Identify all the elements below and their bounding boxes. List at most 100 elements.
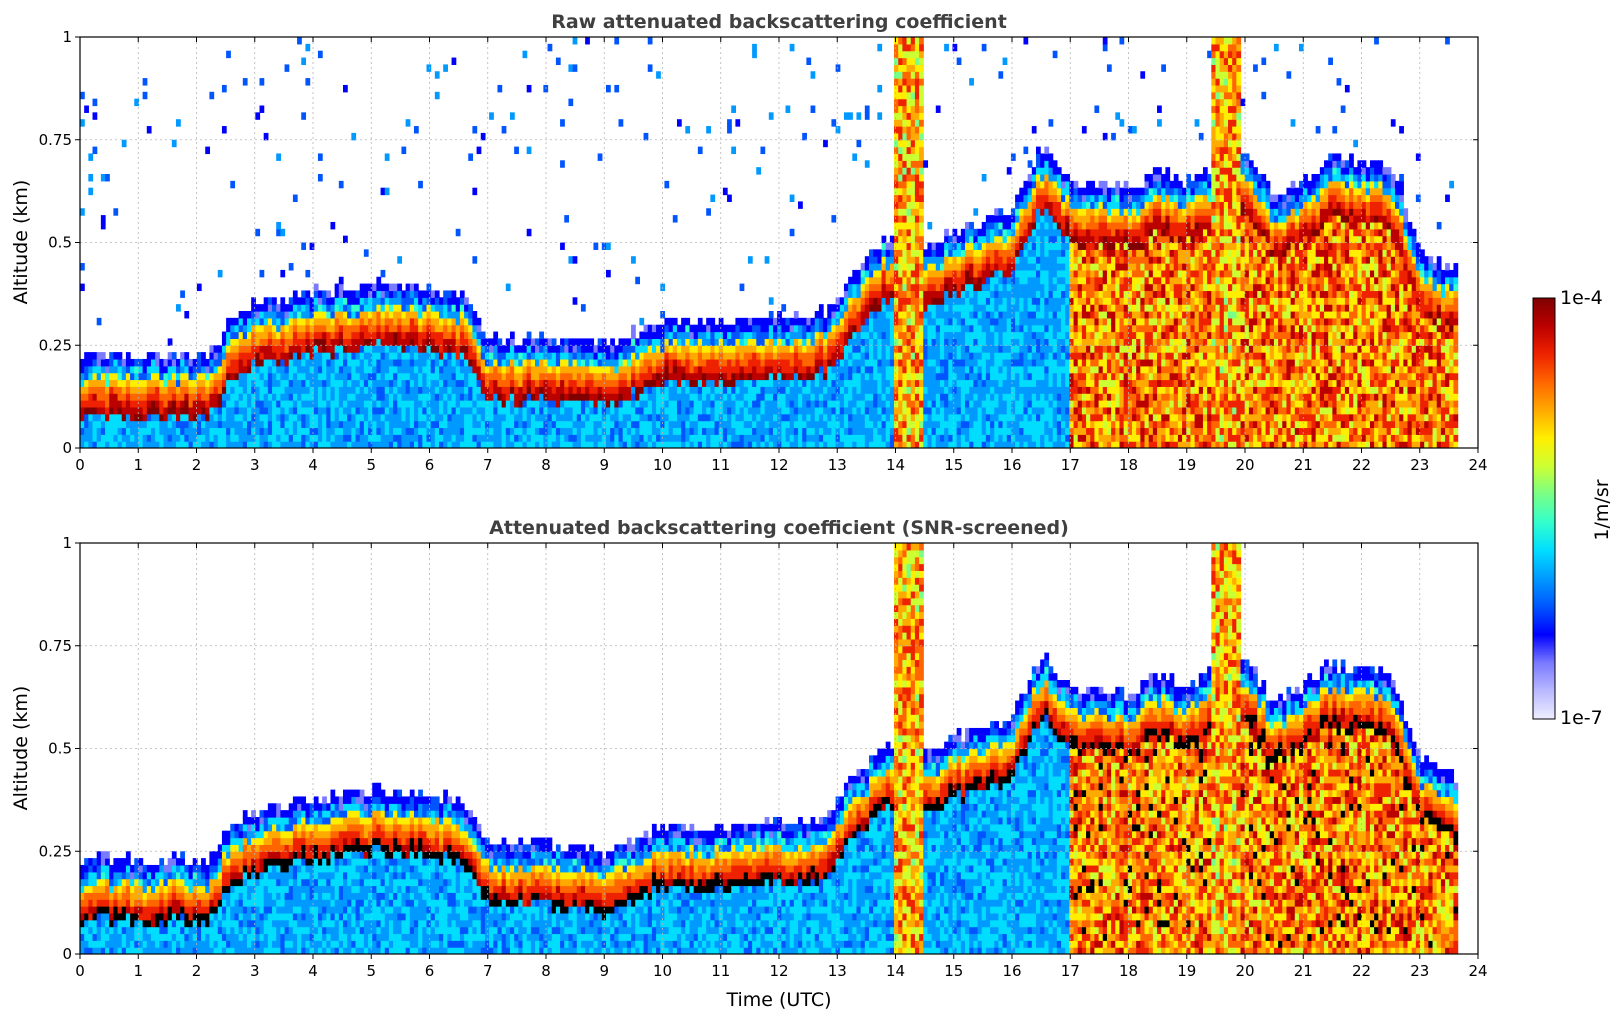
heatmap-cell [418, 434, 423, 442]
heatmap-cell [990, 365, 995, 374]
heatmap-cell [493, 400, 499, 408]
heatmap-cell [906, 174, 912, 182]
heatmap-cell [672, 324, 678, 333]
heatmap-cell [902, 84, 908, 93]
heatmap-cell [664, 393, 670, 401]
heatmap-cell [589, 434, 595, 442]
heatmap-cell [221, 400, 227, 408]
heatmap-cell [689, 406, 695, 415]
heatmap-cell [246, 441, 252, 448]
heatmap-cell [894, 167, 899, 175]
heatmap-cell [810, 386, 816, 394]
heatmap-cell [309, 345, 315, 353]
heatmap-cell [990, 324, 995, 333]
heatmap-cell [727, 331, 732, 339]
heatmap-cell [272, 413, 277, 422]
heatmap-cell [639, 393, 645, 401]
heatmap-cell [739, 413, 745, 422]
heatmap-cell [146, 406, 152, 415]
heatmap-cell [330, 331, 336, 339]
heatmap-cell [810, 427, 816, 435]
heatmap-cell [948, 235, 954, 244]
heatmap-cell [514, 345, 519, 353]
heatmap-cell [393, 317, 398, 326]
heatmap-cell [764, 256, 770, 264]
heatmap-cell [764, 434, 770, 442]
heatmap-cell [894, 43, 899, 52]
heatmap-cell [334, 352, 340, 360]
heatmap-cell [1006, 427, 1012, 435]
heatmap-cell [914, 132, 920, 141]
heatmap-cell [305, 311, 311, 319]
heatmap-cell [1006, 400, 1012, 408]
heatmap-cell [138, 386, 144, 394]
heatmap-cell [484, 434, 490, 442]
heatmap-cell [388, 324, 394, 333]
heatmap-cell [338, 372, 344, 381]
heatmap-cell [393, 338, 398, 346]
heatmap-cell [651, 358, 657, 367]
heatmap-cell [576, 427, 582, 435]
heatmap-cell [167, 441, 173, 448]
heatmap-cell [906, 112, 912, 120]
heatmap-cell [455, 304, 461, 312]
heatmap-cell [969, 434, 974, 442]
heatmap-cell [689, 372, 695, 381]
heatmap-cell [927, 434, 933, 442]
heatmap-cell [981, 441, 987, 448]
heatmap-cell [597, 413, 603, 422]
heatmap-cell [656, 420, 661, 429]
heatmap-cell [990, 304, 995, 312]
heatmap-cell [681, 386, 686, 394]
heatmap-cell [831, 324, 837, 333]
heatmap-cell [785, 441, 791, 448]
heatmap-cell [267, 358, 273, 367]
heatmap-cell [593, 413, 599, 422]
heatmap-cell [919, 167, 924, 175]
heatmap-cell [693, 393, 699, 401]
heatmap-cell [188, 386, 194, 394]
heatmap-cell [451, 311, 457, 319]
heatmap-cell [973, 338, 979, 346]
heatmap-cell [263, 338, 269, 346]
heatmap-cell [919, 98, 924, 107]
heatmap-cell [914, 352, 920, 360]
heatmap-cell [965, 372, 970, 381]
heatmap-cell [284, 311, 290, 319]
heatmap-cell [288, 427, 294, 435]
heatmap-cell [401, 400, 407, 408]
heatmap-cell [96, 413, 102, 422]
heatmap-cell [927, 386, 933, 394]
heatmap-cell [451, 441, 457, 448]
heatmap-cell [480, 345, 486, 353]
heatmap-cell [727, 324, 732, 333]
heatmap-cell [710, 434, 716, 442]
heatmap-cell [159, 413, 165, 422]
heatmap-cell [476, 352, 482, 360]
heatmap-cell [743, 338, 749, 346]
heatmap-cell [564, 379, 570, 387]
heatmap-cell [802, 427, 807, 435]
heatmap-cell [468, 379, 474, 387]
heatmap-cell [835, 324, 841, 333]
heatmap-cell [873, 352, 878, 360]
heatmap-cell [681, 317, 686, 326]
heatmap-cell [835, 400, 841, 408]
heatmap-cell [363, 317, 369, 326]
heatmap-cell [434, 386, 440, 394]
heatmap-cell [459, 338, 465, 346]
heatmap-cell [334, 365, 340, 374]
heatmap-cell [368, 434, 373, 442]
heatmap-cell [113, 400, 119, 408]
heatmap-cell [672, 413, 678, 422]
heatmap-cell [343, 406, 348, 415]
heatmap-cell [789, 317, 795, 326]
heatmap-cell [401, 441, 407, 448]
heatmap-cell [263, 352, 269, 360]
heatmap-cell [881, 297, 887, 305]
heatmap-cell [919, 37, 924, 45]
heatmap-cell [192, 413, 198, 422]
heatmap-cell [618, 372, 624, 381]
heatmap-cell [998, 283, 1004, 292]
heatmap-cell [418, 406, 423, 415]
